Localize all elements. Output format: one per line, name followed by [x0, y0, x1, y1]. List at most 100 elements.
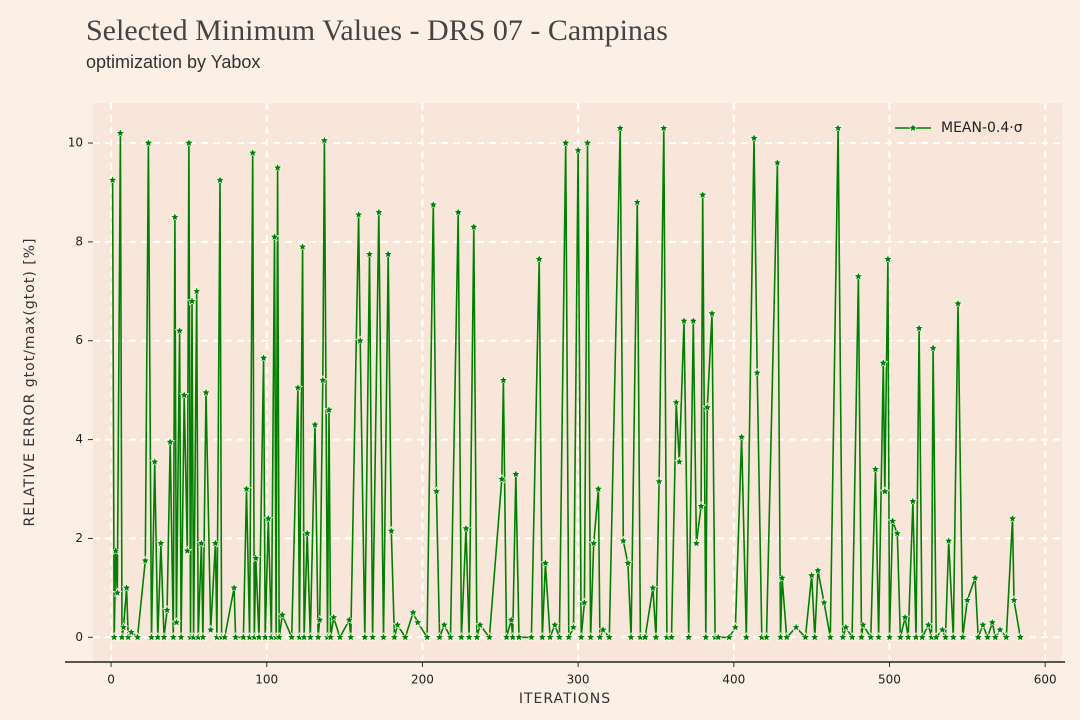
point-marker	[697, 189, 708, 200]
point-marker	[650, 632, 661, 642]
point-marker	[812, 565, 823, 575]
point-marker	[752, 367, 763, 378]
point-marker	[123, 632, 134, 642]
point-marker	[179, 389, 190, 400]
point-marker	[791, 622, 802, 632]
point-marker	[475, 619, 486, 630]
point-marker	[434, 632, 445, 642]
point-marker	[513, 632, 524, 642]
point-marker	[917, 632, 928, 642]
point-marker	[647, 582, 658, 593]
point-marker	[952, 298, 964, 308]
point-marker	[858, 619, 869, 630]
point-marker	[736, 431, 747, 442]
point-marker	[355, 335, 366, 346]
point-marker	[594, 632, 605, 642]
point-marker	[229, 582, 240, 593]
point-marker	[277, 609, 288, 620]
point-marker	[914, 323, 925, 333]
point-marker	[126, 627, 137, 637]
point-marker	[560, 137, 571, 148]
point-marker	[302, 528, 313, 538]
point-marker	[588, 538, 599, 548]
point-marker	[205, 624, 216, 635]
point-marker	[604, 632, 615, 642]
point-marker	[730, 622, 741, 632]
point-marker	[887, 515, 898, 526]
point-marker	[713, 632, 724, 642]
legend-label: MEAN-0.4·σ	[941, 120, 1023, 136]
point-marker	[274, 632, 285, 642]
point-marker	[654, 476, 665, 486]
point-marker	[439, 619, 450, 630]
point-marker	[688, 315, 699, 326]
point-marker	[545, 632, 556, 642]
point-marker	[582, 137, 593, 148]
point-marker	[484, 632, 495, 642]
point-marker	[573, 145, 584, 155]
y-tick-label: 2	[75, 531, 83, 545]
point-marker	[392, 619, 403, 630]
point-marker	[314, 614, 325, 625]
point-marker	[706, 308, 718, 318]
point-marker	[132, 632, 143, 642]
point-marker	[761, 632, 772, 642]
point-marker	[386, 525, 397, 536]
point-marker	[772, 157, 783, 168]
y-tick-label: 4	[75, 432, 83, 446]
point-marker	[568, 622, 579, 632]
y-tick-label: 10	[68, 136, 83, 150]
x-tick-label: 500	[878, 673, 901, 687]
point-marker	[471, 632, 482, 642]
point-marker	[383, 248, 394, 259]
point-marker	[724, 632, 735, 642]
point-marker	[325, 632, 336, 642]
point-marker	[428, 199, 439, 210]
point-marker	[995, 624, 1006, 635]
point-marker	[674, 456, 685, 467]
point-marker	[174, 325, 185, 336]
x-axis-label: ITERATIONS	[519, 691, 611, 707]
point-marker	[923, 619, 934, 630]
point-marker	[837, 632, 848, 642]
point-marker	[585, 632, 596, 642]
point-marker	[353, 209, 364, 219]
point-marker	[948, 632, 959, 642]
point-marker	[702, 402, 713, 412]
point-marker	[292, 382, 303, 392]
point-marker	[323, 404, 335, 415]
point-marker	[825, 632, 836, 642]
point-marker	[241, 483, 252, 494]
x-tick-label: 100	[255, 673, 278, 687]
point-marker	[468, 221, 479, 232]
point-marker	[258, 352, 269, 363]
point-marker	[884, 632, 895, 642]
point-marker	[155, 538, 166, 548]
point-marker	[576, 632, 587, 642]
point-marker	[334, 632, 345, 642]
point-marker	[344, 614, 355, 625]
x-tick-label: 0	[107, 673, 115, 687]
point-marker	[183, 137, 194, 148]
point-marker	[445, 632, 456, 642]
point-marker	[162, 604, 173, 615]
point-marker	[593, 483, 604, 494]
point-marker	[696, 501, 707, 511]
point-marker	[169, 211, 180, 222]
point-marker	[907, 496, 918, 506]
point-marker	[506, 614, 517, 625]
point-marker	[453, 206, 464, 217]
point-marker	[107, 174, 118, 185]
point-marker	[549, 619, 560, 630]
point-marker	[200, 387, 212, 397]
point-marker	[412, 617, 423, 627]
point-marker	[700, 632, 711, 642]
point-marker	[853, 271, 864, 281]
point-marker	[319, 135, 330, 145]
point-marker	[250, 552, 261, 563]
point-marker	[977, 619, 988, 630]
point-marker	[118, 622, 129, 632]
point-marker	[943, 535, 954, 546]
point-marker	[819, 597, 830, 607]
